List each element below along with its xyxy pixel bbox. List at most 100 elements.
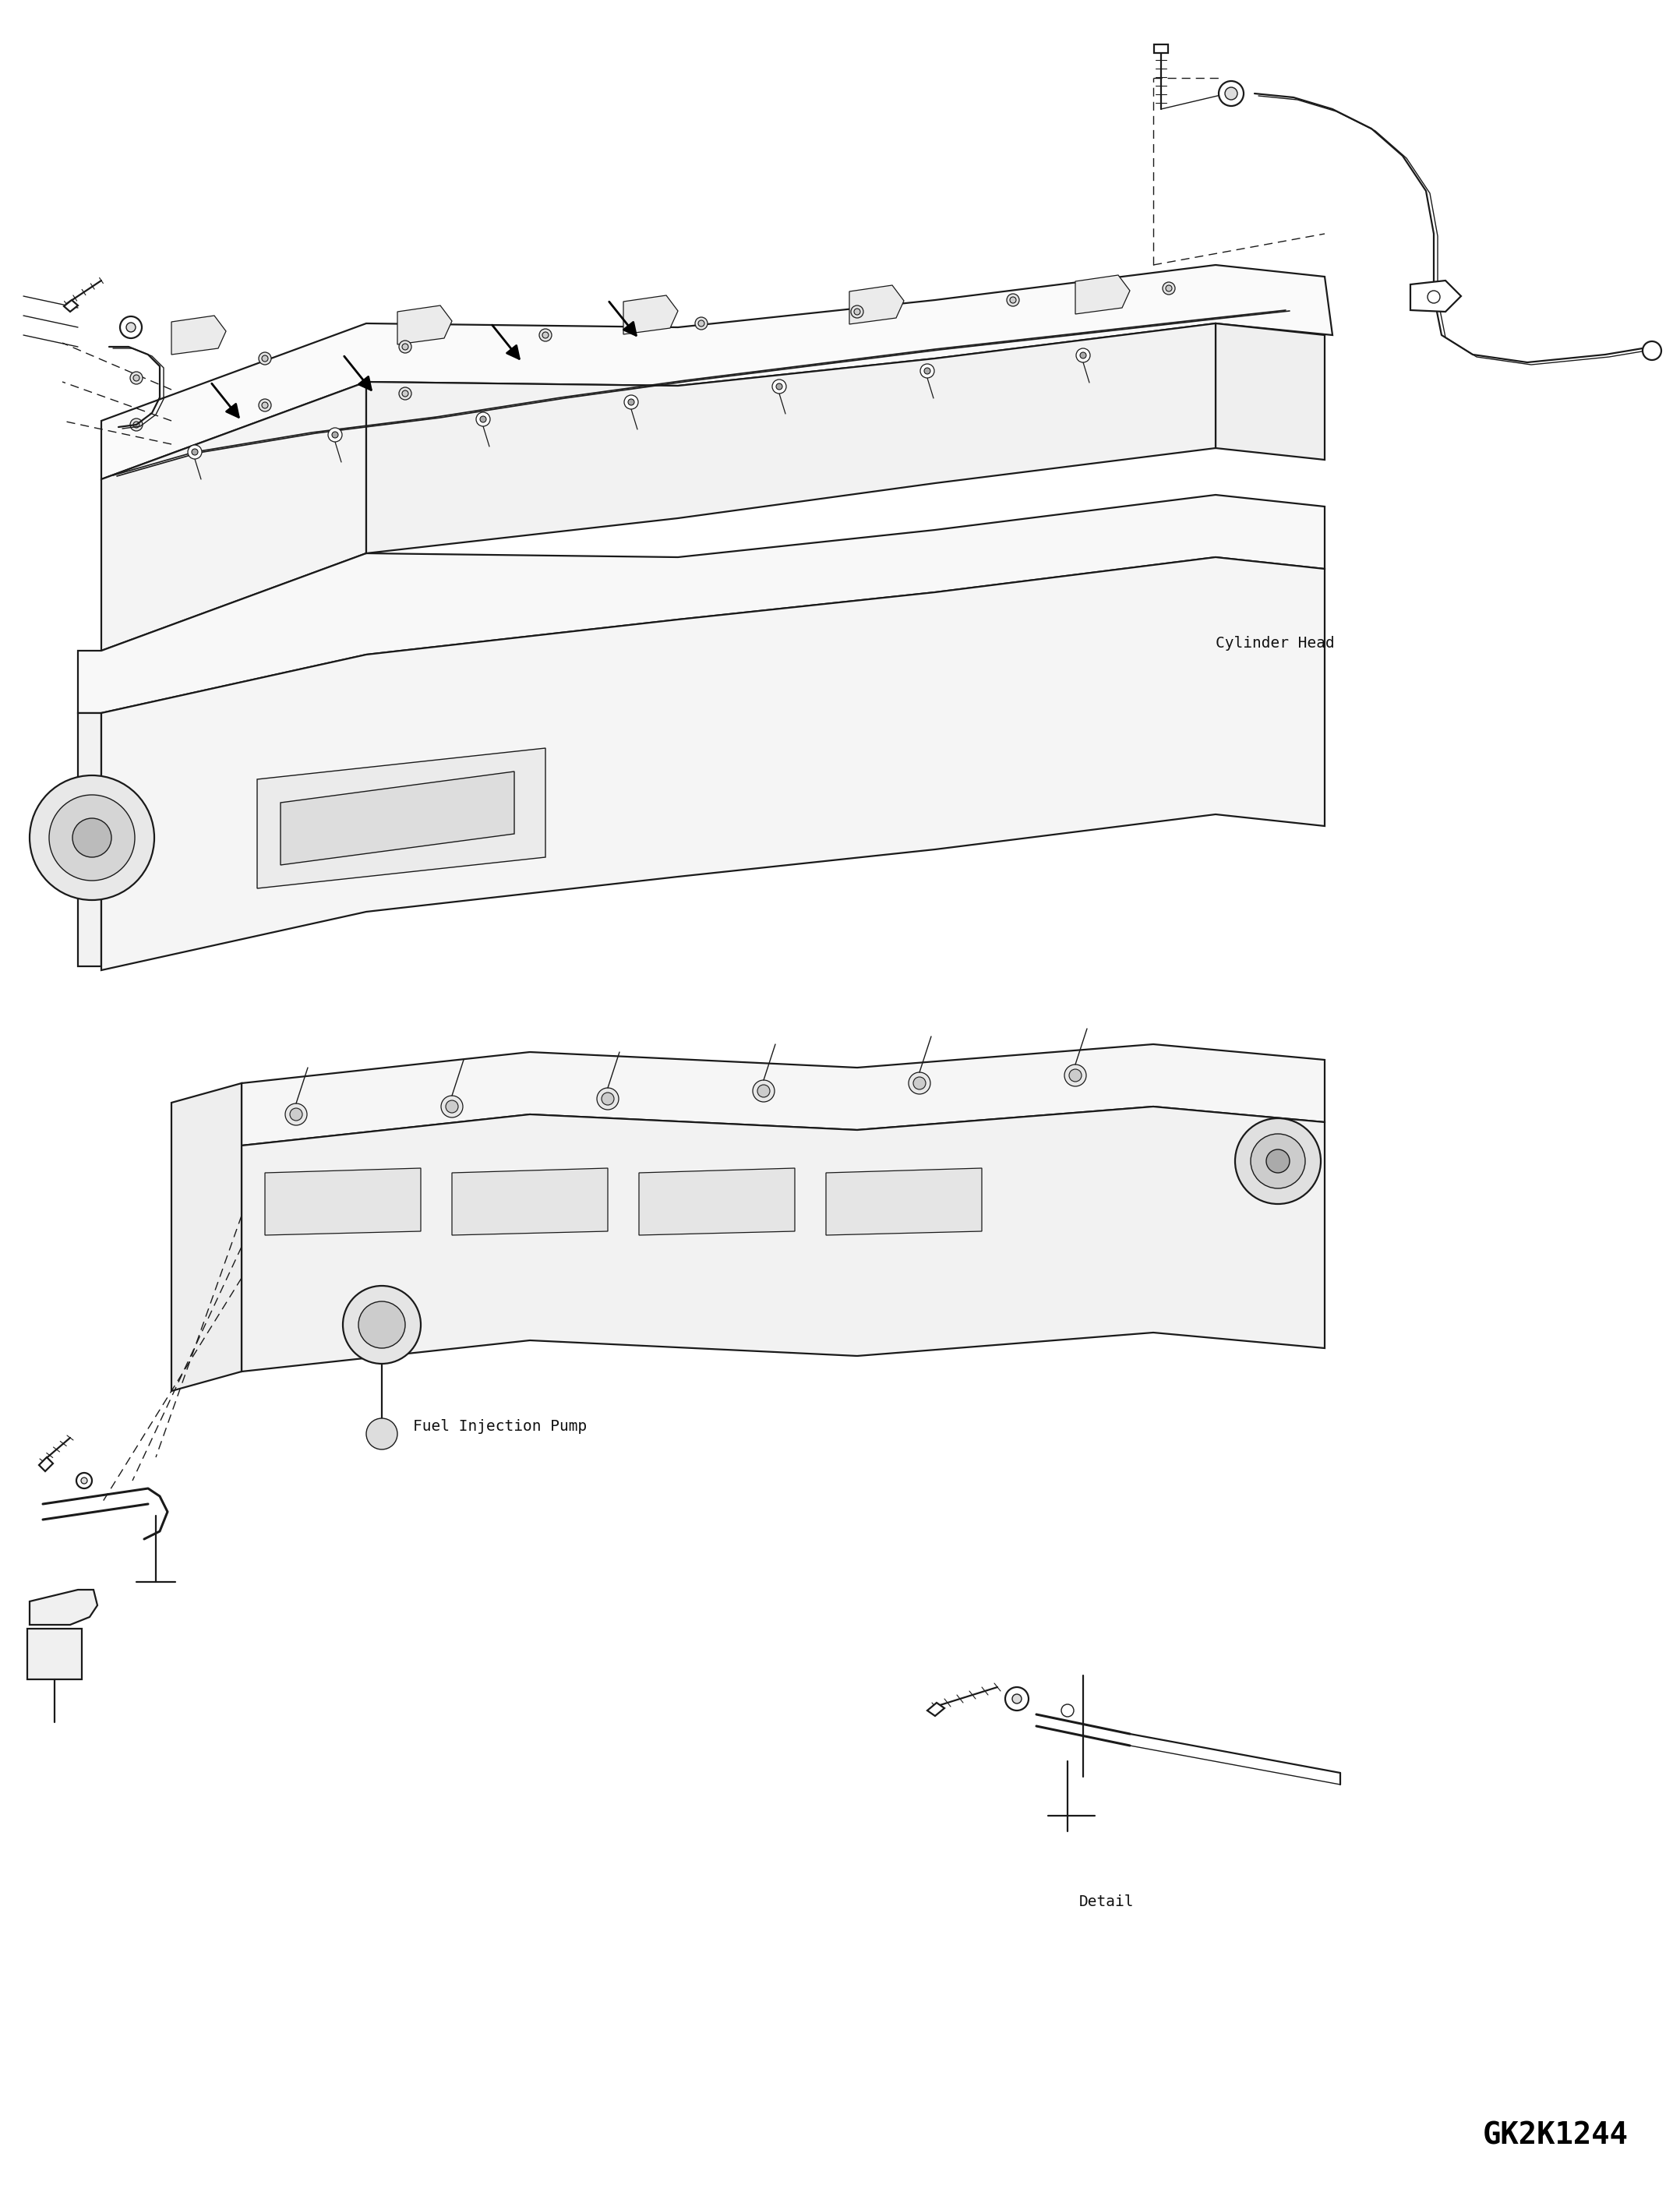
Circle shape (1065, 1065, 1087, 1087)
Polygon shape (1411, 281, 1462, 312)
Polygon shape (171, 1083, 242, 1390)
Polygon shape (1154, 44, 1168, 53)
Circle shape (921, 365, 934, 378)
Circle shape (402, 343, 408, 349)
Circle shape (133, 422, 139, 428)
Polygon shape (398, 305, 452, 345)
Circle shape (333, 433, 338, 437)
Circle shape (475, 413, 491, 426)
Polygon shape (927, 1702, 944, 1715)
Polygon shape (101, 382, 366, 650)
Circle shape (442, 1096, 464, 1118)
Polygon shape (850, 285, 904, 325)
Circle shape (126, 323, 136, 332)
Circle shape (328, 428, 343, 441)
Polygon shape (452, 1168, 608, 1234)
Polygon shape (77, 714, 101, 966)
Polygon shape (242, 1107, 1324, 1372)
Polygon shape (39, 1458, 54, 1471)
Circle shape (753, 1080, 774, 1102)
Circle shape (1428, 290, 1440, 303)
Text: Detail: Detail (1079, 1893, 1134, 1908)
Circle shape (1267, 1149, 1290, 1173)
Circle shape (188, 446, 202, 459)
Polygon shape (638, 1168, 795, 1234)
Circle shape (129, 371, 143, 384)
Polygon shape (1075, 274, 1131, 314)
Text: Cylinder Head: Cylinder Head (1216, 635, 1334, 650)
Circle shape (699, 321, 704, 327)
Circle shape (539, 329, 551, 340)
Circle shape (1005, 1687, 1028, 1711)
Circle shape (1218, 81, 1243, 105)
Circle shape (1077, 349, 1090, 362)
Circle shape (628, 400, 635, 406)
Polygon shape (623, 294, 679, 334)
Polygon shape (281, 771, 514, 865)
Circle shape (1010, 296, 1016, 303)
Circle shape (1235, 1118, 1320, 1203)
Polygon shape (242, 1045, 1324, 1146)
Circle shape (49, 795, 134, 881)
Circle shape (1166, 285, 1173, 292)
Circle shape (262, 356, 269, 362)
Polygon shape (827, 1168, 981, 1234)
Circle shape (1006, 294, 1020, 305)
Circle shape (398, 386, 412, 400)
Polygon shape (30, 1590, 97, 1625)
Polygon shape (1216, 323, 1324, 459)
Text: GK2K1244: GK2K1244 (1483, 2121, 1628, 2150)
Circle shape (625, 395, 638, 408)
Circle shape (924, 367, 931, 373)
Circle shape (259, 351, 270, 365)
Circle shape (850, 305, 864, 318)
Polygon shape (101, 558, 1324, 971)
Circle shape (914, 1076, 926, 1089)
Circle shape (1250, 1133, 1305, 1188)
Circle shape (119, 316, 141, 338)
Circle shape (402, 391, 408, 397)
Circle shape (1225, 88, 1238, 99)
Circle shape (596, 1087, 618, 1109)
Circle shape (1068, 1069, 1082, 1083)
Circle shape (696, 316, 707, 329)
Circle shape (909, 1072, 931, 1094)
Circle shape (192, 448, 198, 455)
Circle shape (758, 1085, 769, 1098)
Circle shape (1080, 351, 1087, 358)
Circle shape (81, 1478, 87, 1484)
Circle shape (445, 1100, 459, 1113)
Circle shape (133, 376, 139, 382)
Circle shape (543, 332, 549, 338)
Circle shape (366, 1419, 398, 1449)
Circle shape (773, 380, 786, 393)
Polygon shape (77, 494, 1324, 714)
Circle shape (291, 1109, 302, 1120)
Circle shape (259, 400, 270, 411)
Circle shape (398, 340, 412, 354)
Circle shape (129, 419, 143, 430)
Circle shape (343, 1287, 420, 1364)
Circle shape (30, 775, 155, 900)
Circle shape (601, 1094, 613, 1105)
Circle shape (76, 1474, 92, 1489)
Circle shape (286, 1102, 307, 1124)
Text: Fuel Injection Pump: Fuel Injection Pump (413, 1419, 586, 1434)
Circle shape (1062, 1704, 1074, 1717)
Circle shape (1013, 1693, 1021, 1704)
Circle shape (72, 819, 111, 856)
Polygon shape (257, 749, 546, 889)
Polygon shape (27, 1629, 82, 1680)
Polygon shape (366, 323, 1216, 553)
Polygon shape (64, 301, 77, 312)
Circle shape (853, 310, 860, 314)
Circle shape (1643, 340, 1662, 360)
Circle shape (262, 402, 269, 408)
Circle shape (776, 384, 783, 389)
Circle shape (480, 415, 486, 422)
Polygon shape (265, 1168, 420, 1234)
Polygon shape (171, 316, 227, 354)
Circle shape (358, 1302, 405, 1348)
Polygon shape (101, 266, 1332, 479)
Circle shape (1163, 281, 1174, 294)
